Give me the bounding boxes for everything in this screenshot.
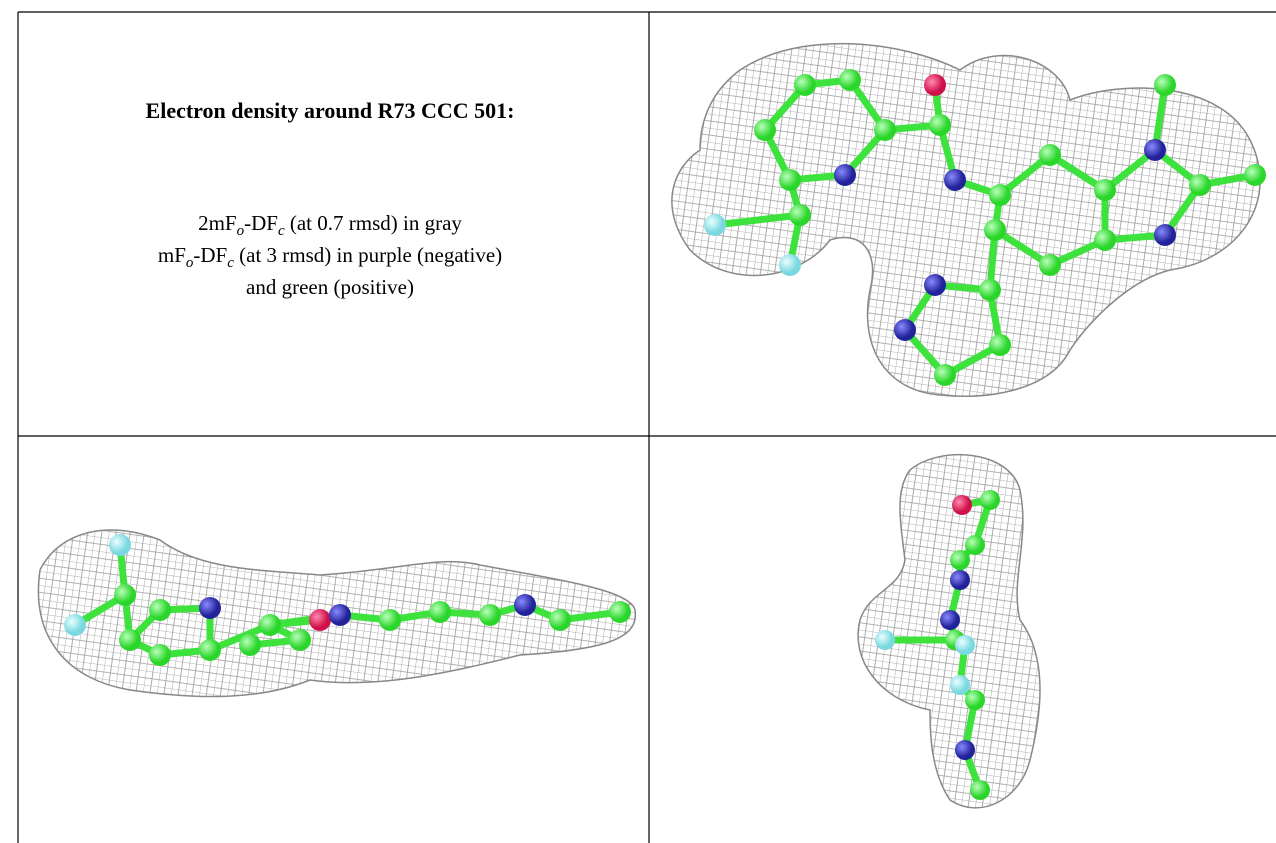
atom xyxy=(199,597,221,619)
atom xyxy=(924,274,946,296)
atom xyxy=(779,169,801,191)
atom xyxy=(929,114,951,136)
atom xyxy=(609,601,631,623)
atom xyxy=(944,169,966,191)
atom xyxy=(1189,174,1211,196)
atom xyxy=(754,119,776,141)
atom xyxy=(259,614,281,636)
atom xyxy=(429,601,451,623)
atom xyxy=(924,74,946,96)
atom xyxy=(114,584,136,606)
atom xyxy=(875,630,895,650)
atom xyxy=(289,629,311,651)
atom xyxy=(1244,164,1266,186)
atom xyxy=(1094,229,1116,251)
atom xyxy=(950,550,970,570)
atom xyxy=(955,740,975,760)
caption-line: 2mFo-DFc (at 0.7 rmsd) in gray xyxy=(198,211,462,239)
atom xyxy=(989,334,1011,356)
atom xyxy=(1039,254,1061,276)
atom xyxy=(1154,74,1176,96)
atom xyxy=(704,214,726,236)
atom xyxy=(950,675,970,695)
atom xyxy=(980,490,1000,510)
atom xyxy=(149,644,171,666)
atom xyxy=(1154,224,1176,246)
atom xyxy=(379,609,401,631)
caption-text: 2mF xyxy=(198,211,237,235)
atom xyxy=(955,635,975,655)
caption-line: mFo-DFc (at 3 rmsd) in purple (negative) xyxy=(158,243,502,271)
atom xyxy=(979,279,1001,301)
atom xyxy=(1039,144,1061,166)
atom xyxy=(965,535,985,555)
atom xyxy=(149,599,171,621)
atom xyxy=(239,634,261,656)
atom xyxy=(952,495,972,515)
atom xyxy=(119,629,141,651)
atom xyxy=(965,690,985,710)
atom xyxy=(839,69,861,91)
caption-text: -DF xyxy=(244,211,278,235)
atom xyxy=(970,780,990,800)
atom xyxy=(329,604,351,626)
atom xyxy=(989,184,1011,206)
caption-title: Electron density around R73 CCC 501: xyxy=(146,98,515,123)
atom xyxy=(309,609,331,631)
atom xyxy=(940,610,960,630)
atom xyxy=(834,164,856,186)
caption-text: (at 3 rmsd) in purple (negative) xyxy=(234,243,502,267)
atom xyxy=(789,204,811,226)
caption-text: (at 0.7 rmsd) in gray xyxy=(285,211,463,235)
atom xyxy=(479,604,501,626)
atom xyxy=(874,119,896,141)
figure: Electron density around R73 CCC 501: 2mF… xyxy=(0,0,1276,843)
atom xyxy=(984,219,1006,241)
atom xyxy=(1144,139,1166,161)
caption-text: -DF xyxy=(193,243,227,267)
caption-line: and green (positive) xyxy=(246,275,414,299)
atom xyxy=(794,74,816,96)
atom xyxy=(1094,179,1116,201)
atom xyxy=(950,570,970,590)
atom xyxy=(109,534,131,556)
atom xyxy=(199,639,221,661)
atom xyxy=(894,319,916,341)
page: Electron density around R73 CCC 501: 2mF… xyxy=(0,0,1276,843)
atom xyxy=(64,614,86,636)
atom xyxy=(549,609,571,631)
atom xyxy=(514,594,536,616)
atom xyxy=(779,254,801,276)
caption-text: mF xyxy=(158,243,186,267)
atom xyxy=(934,364,956,386)
